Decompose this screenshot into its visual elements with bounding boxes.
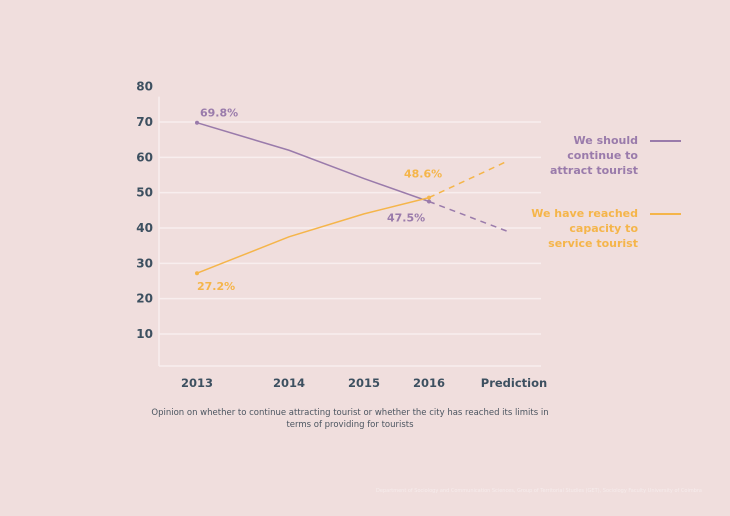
data-point	[195, 120, 199, 125]
chart-caption: Opinion on whether to continue attractin…	[150, 407, 550, 431]
legend-swatch-capacity	[650, 213, 681, 215]
x-tick-label: 2016	[413, 376, 445, 390]
data-point	[427, 199, 431, 204]
data-label: 69.8%	[200, 107, 238, 120]
series-line-solid	[196, 121, 430, 203]
data-label: 47.5%	[387, 212, 425, 225]
legend-label-line: We have reached	[531, 207, 638, 220]
legend-label-line: continue to	[567, 149, 638, 162]
legend-label-line: service tourist	[548, 237, 638, 250]
y-tick-label: 20	[136, 292, 153, 306]
legend-item-capacity: We have reached capacity to service tour…	[531, 206, 638, 251]
y-tick-label: 30	[136, 256, 153, 270]
legend-swatch-attract	[650, 140, 681, 142]
x-tick-label: Prediction	[481, 376, 547, 390]
caption-line-2: terms of providing for tourists	[286, 420, 414, 430]
data-point	[427, 195, 431, 200]
x-tick-label: 2015	[348, 376, 380, 390]
y-tick-label: 50	[136, 186, 153, 200]
y-tick-label: 10	[136, 327, 153, 341]
data-label: 48.6%	[404, 168, 442, 181]
series-line-dashed	[428, 160, 509, 199]
y-tick-label: 80	[136, 80, 153, 94]
x-tick-label: 2013	[181, 376, 213, 390]
y-tick-label: 40	[136, 221, 153, 235]
series-line-dashed	[428, 200, 509, 233]
y-tick-label: 70	[136, 115, 153, 129]
footer-credit: Department of Sociology and Communicatio…	[376, 488, 702, 494]
legend-item-attract: We should continue to attract tourist	[550, 133, 638, 178]
legend-label-line: attract tourist	[549, 164, 638, 177]
data-label: 27.2%	[197, 280, 235, 293]
caption-line-1: Opinion on whether to continue attractin…	[151, 408, 549, 418]
legend-label-line: capacity to	[569, 222, 638, 235]
x-tick-label: 2014	[273, 376, 305, 390]
legend-label-line: We should	[573, 134, 638, 147]
series-line-solid	[196, 196, 430, 274]
y-tick-label: 60	[136, 150, 153, 164]
data-point	[195, 271, 199, 276]
